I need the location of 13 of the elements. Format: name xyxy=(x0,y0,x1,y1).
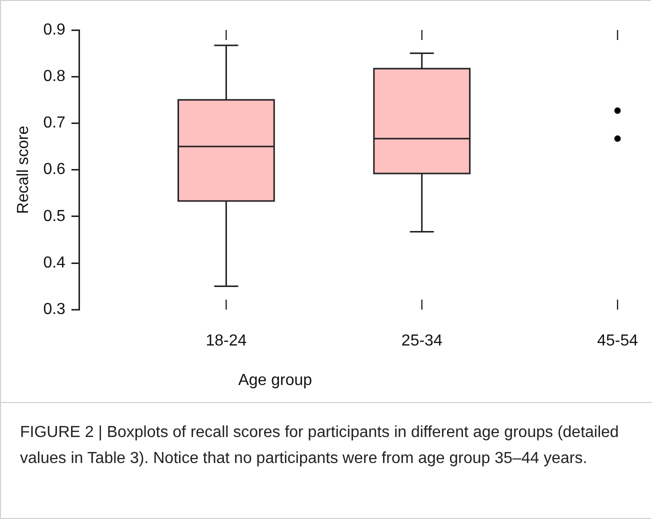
y-tick-label: 0.4 xyxy=(43,254,66,272)
x-tick-label: 45-54 xyxy=(597,332,638,350)
caption: FIGURE 2 | Boxplots of recall scores for participants in different age groups (detailed values in Table 3). Notice that no participants were from age group 35–44 years. xyxy=(20,423,620,469)
y-tick-label: 0.9 xyxy=(43,21,66,38)
y-tick-label: 0.3 xyxy=(43,301,66,318)
y-tick-label: 0.6 xyxy=(43,161,66,178)
y-tick-label: 0.7 xyxy=(43,114,66,132)
y-axis-title: Recall score xyxy=(15,126,32,214)
x-axis-title: Age group xyxy=(238,372,312,389)
x-tick-label: 18-24 xyxy=(206,332,247,350)
y-tick-label: 0.5 xyxy=(43,208,66,225)
y-tick-label: 0.8 xyxy=(43,68,66,86)
x-tick-label: 25-34 xyxy=(401,332,442,350)
